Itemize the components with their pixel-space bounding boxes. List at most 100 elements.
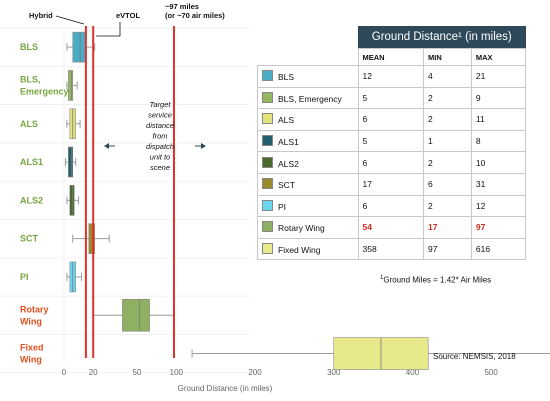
hybrid-label: Hybrid <box>29 11 53 20</box>
row-label-cell: ALS1 <box>257 129 359 153</box>
target-note-line: unit to <box>150 153 170 162</box>
x-tick-label: 0 <box>62 368 67 377</box>
min-column-header: MIN <box>422 48 472 66</box>
box-sct <box>88 223 95 254</box>
max-cell: 11 <box>470 108 527 131</box>
category-label-line: Emergency <box>20 86 69 96</box>
min-cell: 1 <box>422 129 472 153</box>
source-note: Source: NEMSIS, 2018 <box>433 352 516 361</box>
category-label-line: Wing <box>20 316 42 326</box>
footnote-marker: 1 <box>380 275 384 281</box>
min-cell: 6 <box>422 172 472 196</box>
box-als2 <box>69 185 75 216</box>
mean-cell: 6 <box>357 151 424 174</box>
table-row: PI 6 2 12 <box>257 194 527 218</box>
category-labels: BLS BLS, Emergency ALS ALS1 ALS2 SCT PI Rotary Wi… <box>20 42 69 364</box>
row-label: SCT <box>278 180 295 191</box>
category-label: BLS <box>20 42 38 52</box>
table-row: ALS1 5 1 8 <box>257 129 527 153</box>
category-label-line: ALS1 <box>20 157 43 167</box>
mean-cell: 6 <box>357 108 424 131</box>
category-label-line: Wing <box>20 355 42 365</box>
color-swatch <box>262 221 273 233</box>
max-column-header: MAX <box>470 48 527 66</box>
mean-cell: 5 <box>357 86 424 110</box>
max-cell: 97 <box>470 216 527 239</box>
table-row: ALS2 6 2 10 <box>257 151 527 174</box>
reference-97-label-line: ~97 miles <box>165 2 199 11</box>
table-body: BLS 12 4 21 BLS, Emergency 5 2 9 ALS 6 2 11 ALS1 5 1 8 A… <box>257 65 527 261</box>
row-label: BLS, Emergency <box>278 93 342 104</box>
x-tick-label: 100 <box>170 368 184 377</box>
mean-cell: 358 <box>357 237 424 261</box>
table-row: SCT 17 6 31 <box>257 172 527 196</box>
min-cell: 17 <box>422 216 472 239</box>
target-note-line: service <box>148 111 172 120</box>
category-label-line: Fixed <box>20 343 44 353</box>
x-tick-label: 200 <box>248 368 262 377</box>
evtol-pointer <box>96 22 121 37</box>
x-tick-label: 20 <box>89 368 98 377</box>
x-tick-label: 400 <box>406 368 420 377</box>
category-label-line: BLS <box>20 42 38 52</box>
mean-cell: 12 <box>357 65 424 88</box>
row-label-cell: ALS2 <box>257 151 359 174</box>
evtol-label: eVTOL <box>116 11 140 20</box>
min-cell: 4 <box>422 65 472 88</box>
color-swatch <box>262 178 273 190</box>
table-row: Rotary Wing 54 17 97 <box>257 216 527 239</box>
color-swatch <box>262 135 273 147</box>
min-cell: 97 <box>422 237 472 261</box>
category-label-line: PI <box>20 272 29 282</box>
box-als1 <box>68 146 74 178</box>
category-label: Fixed Wing <box>20 343 44 365</box>
category-label-line: BLS, <box>20 74 41 84</box>
mean-column-header: MEAN <box>357 48 424 66</box>
min-cell: 2 <box>422 151 472 174</box>
category-label-line: SCT <box>20 234 39 244</box>
row-label: BLS <box>278 72 295 83</box>
ground-distance-table: Ground Distance¹ (in miles) MEAN MIN MAX… <box>257 26 527 261</box>
max-cell: 12 <box>470 194 527 218</box>
color-swatch <box>262 156 273 168</box>
category-label: Rotary Wing <box>20 304 49 326</box>
row-label: ALS1 <box>278 137 299 148</box>
mean-cell: 6 <box>357 194 424 218</box>
target-note-line: scene <box>150 163 170 172</box>
row-label: ALS <box>278 115 295 126</box>
category-label: BLS, Emergency <box>20 74 69 96</box>
box-bls <box>72 31 87 63</box>
row-label-cell: BLS <box>257 65 359 88</box>
target-note-line: Target <box>150 100 172 109</box>
category-label-line: ALS <box>20 119 38 129</box>
category-label-line: Rotary <box>20 304 49 314</box>
mean-cell: 17 <box>357 172 424 196</box>
hybrid-pointer <box>55 15 85 25</box>
row-label-cell: PI <box>257 194 359 218</box>
category-label: ALS <box>20 119 38 129</box>
max-cell: 8 <box>470 129 527 153</box>
category-label: PI <box>20 272 29 282</box>
category-label: SCT <box>20 234 39 244</box>
min-cell: 2 <box>422 194 472 218</box>
min-cell: 2 <box>422 86 472 110</box>
x-axis-title: Ground Distance (in miles) <box>178 384 273 393</box>
color-swatch <box>262 91 273 103</box>
table-row: BLS, Emergency 5 2 9 <box>257 86 527 110</box>
category-label-line: ALS2 <box>20 195 43 205</box>
row-label: Fixed Wing <box>278 245 321 256</box>
mean-cell: 5 <box>357 129 424 153</box>
note-arrow-right-head <box>201 143 206 149</box>
row-label-cell: ALS <box>257 108 359 131</box>
target-note-line: distance <box>146 121 174 130</box>
category-label: ALS2 <box>20 195 43 205</box>
row-label: ALS2 <box>278 158 299 169</box>
note-arrow-left-head <box>104 143 109 149</box>
row-label: Rotary Wing <box>278 223 325 234</box>
x-tick-label: 500 <box>484 368 498 377</box>
box-series <box>64 31 550 370</box>
row-label-cell: Rotary Wing <box>257 216 359 239</box>
box-bls-emergency <box>68 70 74 101</box>
